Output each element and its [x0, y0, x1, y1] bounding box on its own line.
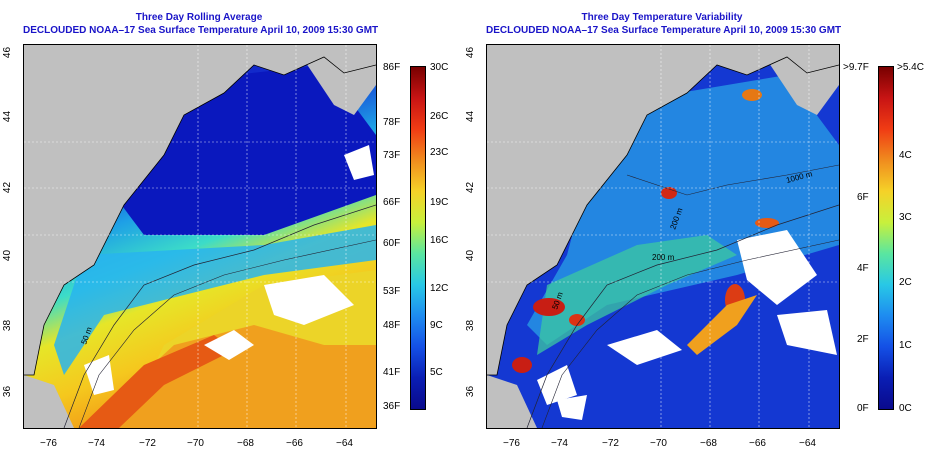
left-lat-tick: 44	[2, 110, 14, 123]
right-cbar-f: 2F	[857, 334, 869, 345]
right-cbar-f: >9.7F	[843, 62, 869, 73]
right-lat-tick: 40	[465, 249, 477, 262]
right-lon-tick: −72	[602, 438, 619, 449]
right-lon-tick: −68	[700, 438, 717, 449]
left-cbar-c: 26C	[430, 111, 449, 122]
left-cbar-c: 16C	[430, 235, 449, 246]
left-lon-tick: −68	[237, 438, 254, 449]
left-graticule	[24, 45, 376, 428]
left-lon-tick: −64	[336, 438, 353, 449]
right-cbar-f: 0F	[857, 403, 869, 414]
right-depth-label: 200 m	[652, 253, 675, 262]
right-cbar-c: 2C	[899, 277, 912, 288]
left-cbar-f: 53F	[383, 286, 401, 297]
right-variability-map: 200 m 200 m 1000 m 50 m	[486, 44, 840, 429]
left-lat-tick: 38	[2, 319, 14, 332]
right-title-line2: DECLOUDED NOAA–17 Sea Surface Temperatur…	[486, 25, 842, 36]
left-gulf-stream-core	[79, 335, 234, 428]
right-lat-tick: 38	[465, 319, 477, 332]
left-lat-tick: 46	[2, 46, 14, 59]
left-lon-tick: −76	[40, 438, 57, 449]
left-lower-land	[24, 375, 74, 428]
right-coastline	[487, 56, 839, 376]
left-cbar-f: 48F	[383, 320, 401, 331]
right-hotspot	[755, 218, 779, 228]
right-lon-tick: −76	[503, 438, 520, 449]
left-cbar-f: 60F	[383, 238, 401, 249]
left-shelf-band	[54, 225, 376, 375]
right-depth-contour	[541, 239, 839, 428]
right-title-line1: Three Day Temperature Variability	[581, 12, 743, 23]
left-cbar-c: 19C	[430, 197, 449, 208]
left-lon-tick: −70	[187, 438, 204, 449]
left-cbar-f: 41F	[383, 367, 401, 378]
left-cbar-f: 78F	[383, 117, 401, 128]
right-hotspot	[569, 314, 585, 326]
right-depth-contour	[526, 204, 839, 428]
right-no-data	[607, 330, 682, 365]
right-graticule	[487, 45, 839, 428]
right-depth-contour	[626, 164, 839, 196]
right-cbar-c: 0C	[899, 403, 912, 414]
left-cbar-c: 12C	[430, 283, 449, 294]
left-sst-map: 50 m	[23, 44, 377, 429]
right-cbar-c: >5.4C	[897, 62, 924, 73]
right-lat-tick: 42	[465, 181, 477, 194]
right-cbar-f: 4F	[857, 263, 869, 274]
left-title-line1: Three Day Rolling Average	[135, 12, 263, 23]
left-lat-tick: 36	[2, 385, 14, 398]
right-no-data	[777, 310, 837, 355]
left-lon-tick: −66	[286, 438, 303, 449]
left-nova-scotia	[294, 45, 376, 115]
left-cbar-f: 86F	[383, 62, 401, 73]
right-hotspot	[512, 357, 532, 373]
left-cbar-f: 66F	[383, 197, 401, 208]
left-gulf-stream	[84, 325, 376, 428]
right-lon-tick: −74	[551, 438, 568, 449]
left-cbar-c: 5C	[430, 367, 443, 378]
right-lower-land	[487, 375, 537, 428]
right-lat-tick: 36	[465, 385, 477, 398]
right-nova-scotia	[757, 45, 839, 115]
left-cbar-c: 30C	[430, 62, 449, 73]
left-cbar-f: 36F	[383, 401, 401, 412]
right-cbar-c: 3C	[899, 212, 912, 223]
left-cloud-patch	[344, 145, 374, 180]
right-lat-tick: 46	[465, 46, 477, 59]
right-lon-tick: −64	[799, 438, 816, 449]
right-lon-tick: −70	[650, 438, 667, 449]
right-cbar-c: 4C	[899, 150, 912, 161]
left-coastline	[24, 56, 376, 376]
right-hotspot	[533, 298, 565, 316]
right-cbar-c: 1C	[899, 340, 912, 351]
right-no-data	[737, 230, 817, 305]
left-lon-tick: −74	[88, 438, 105, 449]
left-cbar-f: 73F	[383, 150, 401, 161]
right-no-data	[557, 395, 587, 420]
right-cbar-f: 6F	[857, 192, 869, 203]
left-lat-tick: 40	[2, 249, 14, 262]
right-gulf-stream-warm	[687, 295, 757, 355]
right-hotspot	[661, 187, 677, 199]
left-depth-contour	[63, 204, 376, 428]
left-depth-contour	[78, 239, 376, 428]
right-lat-tick: 44	[465, 110, 477, 123]
left-land	[24, 45, 376, 375]
left-colorbar	[410, 66, 426, 410]
right-lon-tick: −66	[749, 438, 766, 449]
left-title-line2: DECLOUDED NOAA–17 Sea Surface Temperatur…	[23, 25, 379, 36]
left-cloud-patch	[264, 275, 354, 325]
left-cloud-patch	[204, 330, 254, 360]
right-land	[487, 45, 839, 375]
left-lon-tick: −72	[139, 438, 156, 449]
right-colorbar	[878, 66, 894, 410]
left-cbar-c: 9C	[430, 320, 443, 331]
left-cbar-c: 23C	[430, 147, 449, 158]
left-lat-tick: 42	[2, 181, 14, 194]
right-hotspot	[742, 89, 762, 101]
